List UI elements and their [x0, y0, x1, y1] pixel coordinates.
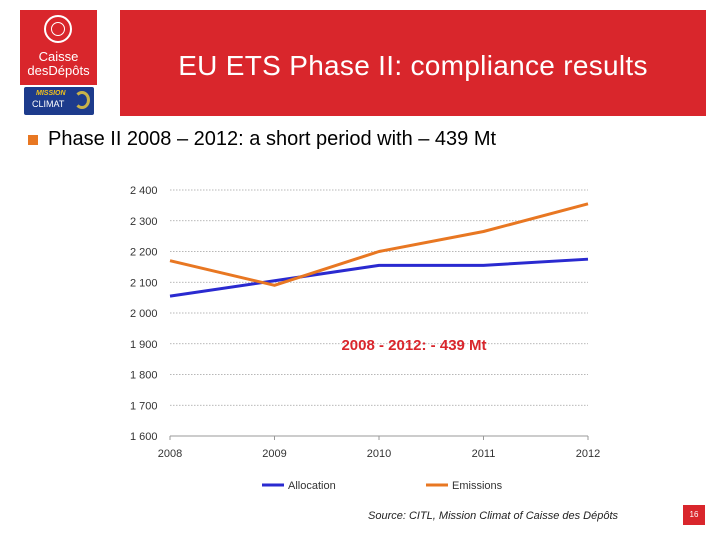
- annotation-label: 2008 - 2012: - 439 Mt: [341, 337, 486, 354]
- y-tick-label: 1 900: [130, 339, 158, 351]
- logo-text-depots: desDépôts: [27, 63, 90, 78]
- y-tick-label: 1 700: [130, 400, 158, 412]
- y-tick-label: 1 600: [130, 431, 158, 443]
- seal-icon: [44, 15, 72, 43]
- legend-label: Allocation: [288, 480, 336, 492]
- title-bar: EU ETS Phase II: compliance results: [120, 10, 706, 116]
- bullet-point: Phase II 2008 – 2012: a short period wit…: [28, 128, 496, 151]
- x-tick-label: 2011: [472, 448, 496, 460]
- mission-climat-logo: MISSION CLIMAT: [24, 87, 94, 115]
- logo-text-mission: MISSION: [36, 90, 66, 97]
- series-line-allocation: [169, 257, 589, 298]
- series-line-emissions: [169, 202, 589, 287]
- swirl-icon: [74, 91, 90, 109]
- y-tick-label: 2 100: [130, 277, 158, 289]
- x-tick-label: 2010: [367, 448, 391, 460]
- slide-title: EU ETS Phase II: compliance results: [178, 50, 648, 81]
- y-tick-label: 1 800: [130, 370, 158, 382]
- logo-text-climat: CLIMAT: [32, 99, 65, 109]
- x-tick-label: 2012: [576, 448, 600, 460]
- x-tick-label: 2009: [262, 448, 286, 460]
- x-tick-label: 2008: [158, 448, 182, 460]
- bullet-square-icon: [28, 134, 38, 145]
- legend-label: Emissions: [452, 480, 503, 492]
- bullet-text: Phase II 2008 – 2012: a short period wit…: [48, 128, 497, 150]
- y-tick-label: 2 000: [130, 308, 158, 320]
- y-tick-label: 2 400: [130, 185, 158, 197]
- y-tick-label: 2 200: [130, 247, 158, 259]
- y-tick-label: 2 300: [130, 216, 158, 228]
- page-number: 16: [683, 505, 705, 525]
- source-note: Source: CITL, Mission Climat of Caisse d…: [368, 510, 619, 522]
- logo-text-caisse: Caisse: [38, 49, 79, 64]
- caisse-des-depots-logo: Caisse desDépôts: [20, 10, 97, 85]
